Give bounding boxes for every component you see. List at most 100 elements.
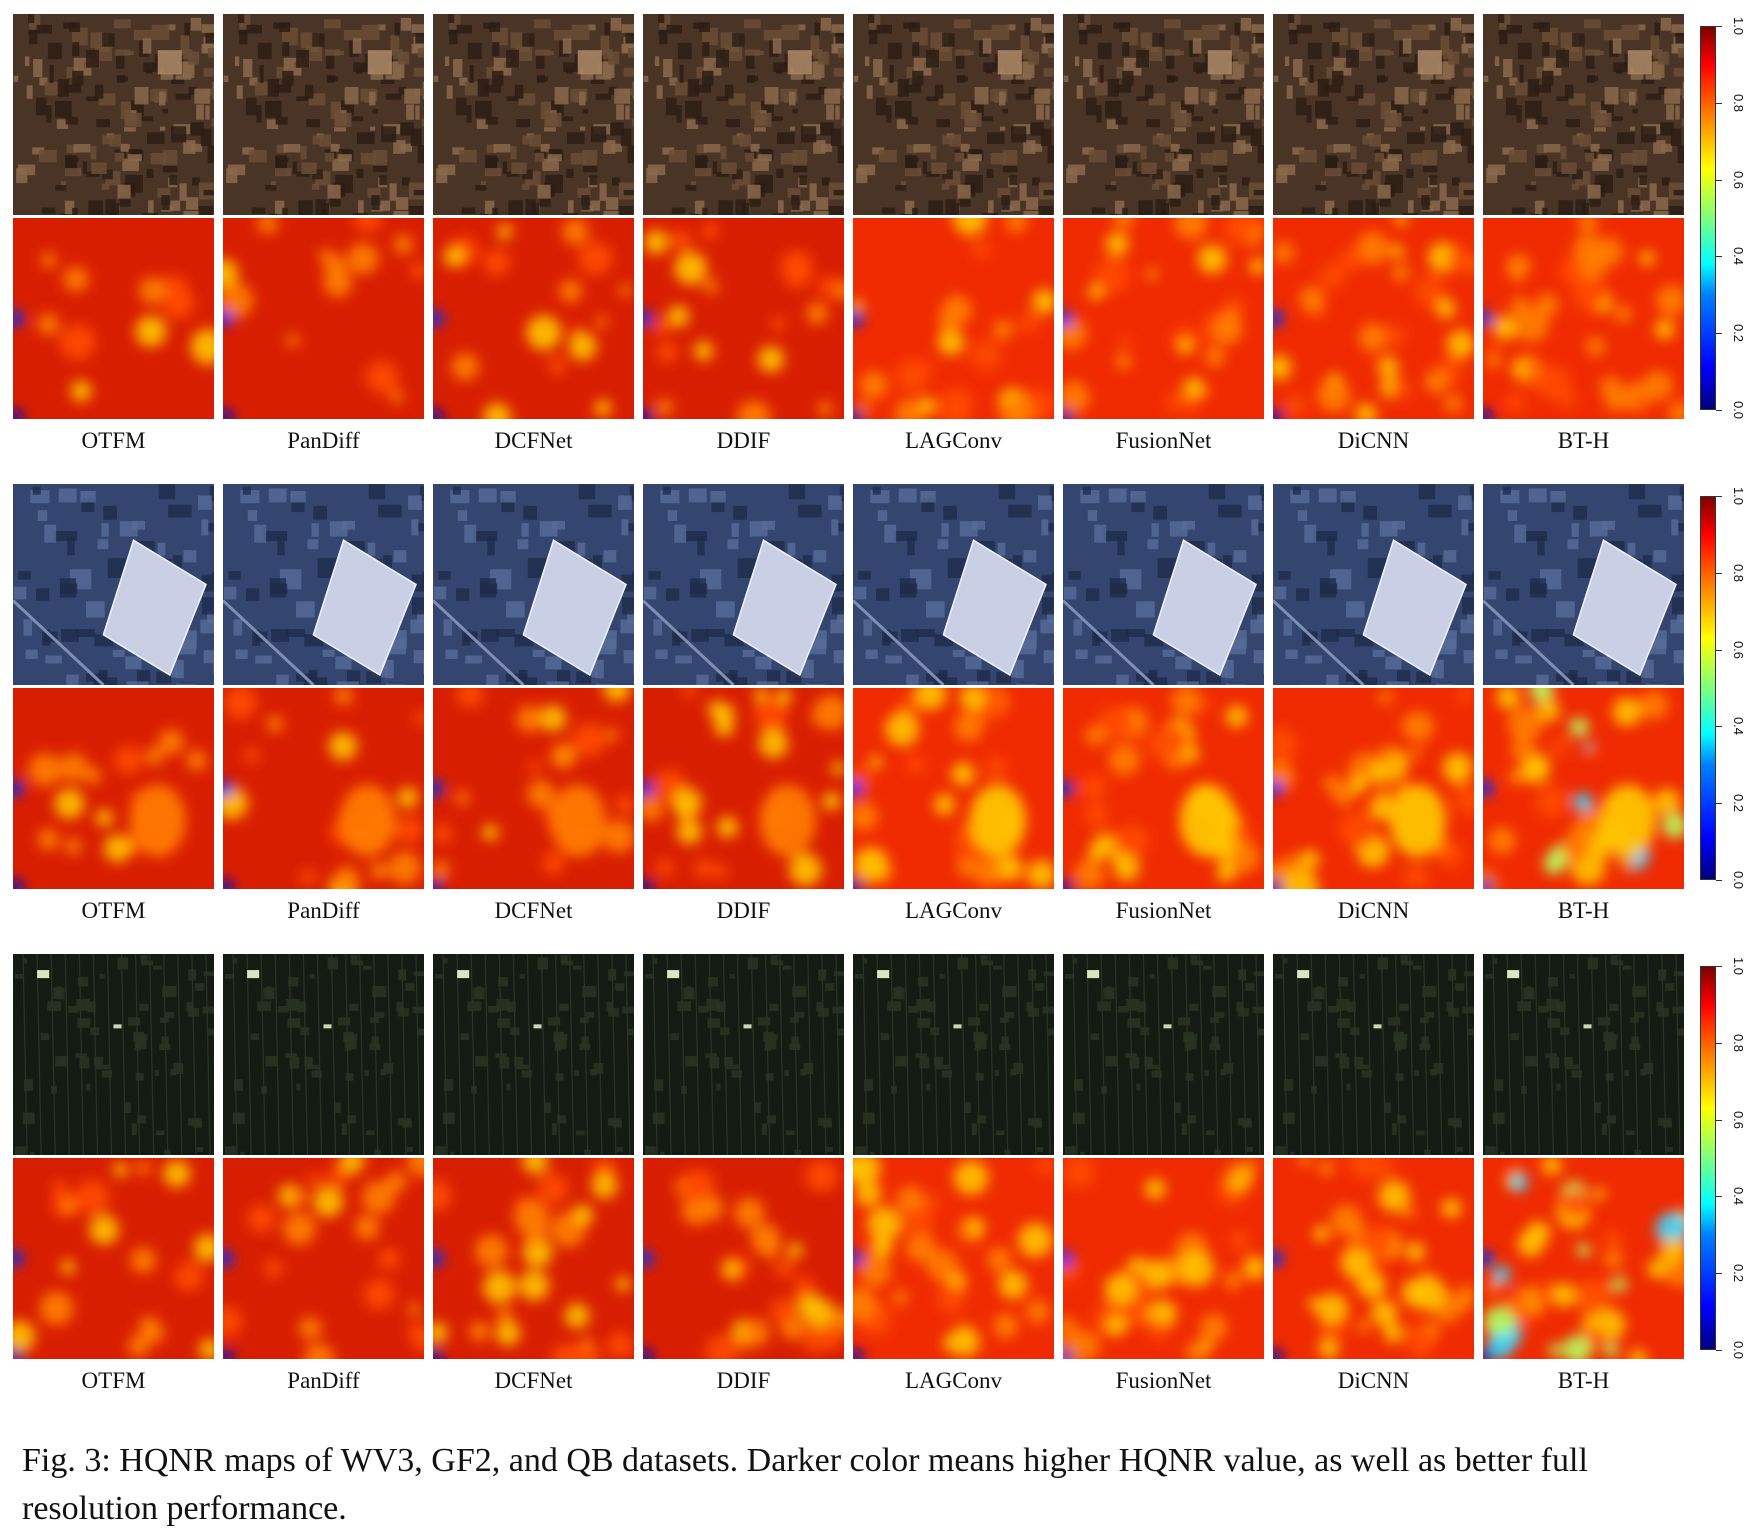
satellite-image bbox=[1063, 954, 1264, 1155]
colorbar-tick bbox=[1716, 256, 1722, 257]
method-label: FusionNet bbox=[1063, 428, 1264, 454]
colorbar-tick bbox=[1716, 1043, 1722, 1044]
satellite-image bbox=[433, 14, 634, 215]
hqnr-heatmap bbox=[853, 688, 1054, 889]
hqnr-heatmap bbox=[1063, 1158, 1264, 1359]
method-label: DCFNet bbox=[433, 428, 634, 454]
method-label: PanDiff bbox=[223, 898, 424, 924]
colorbar-tick bbox=[1716, 1273, 1722, 1274]
colorbar-tick bbox=[1716, 333, 1722, 334]
hqnr-heatmap bbox=[13, 688, 214, 889]
hqnr-heatmap bbox=[1483, 1158, 1684, 1359]
satellite-image bbox=[1063, 484, 1264, 685]
colorbar-tick-label: 0.4 bbox=[1730, 236, 1746, 276]
method-label: DDIF bbox=[643, 898, 844, 924]
hqnr-heatmap bbox=[1273, 218, 1474, 419]
colorbar-tick bbox=[1716, 966, 1722, 967]
hqnr-heatmap bbox=[13, 1158, 214, 1359]
colorbar-tick bbox=[1716, 410, 1722, 411]
colorbar-tick-label: 1.0 bbox=[1730, 476, 1746, 516]
method-label: BT-H bbox=[1483, 1368, 1684, 1394]
method-label: DiCNN bbox=[1273, 1368, 1474, 1394]
hqnr-heatmap bbox=[1483, 218, 1684, 419]
figure-caption: Fig. 3: HQNR maps of WV3, GF2, and QB da… bbox=[22, 1437, 1722, 1533]
satellite-image bbox=[223, 954, 424, 1155]
satellite-image bbox=[433, 484, 634, 685]
method-label: DiCNN bbox=[1273, 898, 1474, 924]
colorbar-tick-label: 0.6 bbox=[1730, 1100, 1746, 1140]
colorbar-tick-label: 0.2 bbox=[1730, 1253, 1746, 1293]
method-label: OTFM bbox=[13, 898, 214, 924]
hqnr-heatmap bbox=[1063, 688, 1264, 889]
figure-panel-3: OTFM PanDiff DCFNet DDIF LAGConv FusionNet DiC… bbox=[0, 954, 1749, 1414]
colorbar bbox=[1700, 26, 1716, 410]
method-label: LAGConv bbox=[853, 898, 1054, 924]
colorbar-tick bbox=[1716, 650, 1722, 651]
method-label: FusionNet bbox=[1063, 1368, 1264, 1394]
method-label: PanDiff bbox=[223, 1368, 424, 1394]
satellite-image bbox=[853, 484, 1054, 685]
figure-panel-2: OTFM PanDiff DCFNet DDIF LAGConv FusionNet DiC… bbox=[0, 484, 1749, 944]
hqnr-heatmap bbox=[223, 1158, 424, 1359]
method-label: DCFNet bbox=[433, 1368, 634, 1394]
satellite-image bbox=[1483, 954, 1684, 1155]
colorbar-tick-label: 0.8 bbox=[1730, 553, 1746, 593]
method-label: DDIF bbox=[643, 1368, 844, 1394]
method-label: PanDiff bbox=[223, 428, 424, 454]
colorbar-tick-label: 0.6 bbox=[1730, 630, 1746, 670]
satellite-image bbox=[643, 484, 844, 685]
hqnr-heatmap bbox=[223, 218, 424, 419]
method-label: OTFM bbox=[13, 1368, 214, 1394]
hqnr-heatmap bbox=[1483, 688, 1684, 889]
satellite-image bbox=[853, 954, 1054, 1155]
satellite-image bbox=[643, 954, 844, 1155]
colorbar-tick bbox=[1716, 573, 1722, 574]
colorbar-tick bbox=[1716, 726, 1722, 727]
hqnr-heatmap bbox=[1273, 1158, 1474, 1359]
satellite-image bbox=[223, 14, 424, 215]
colorbar-tick-label: 0.4 bbox=[1730, 706, 1746, 746]
satellite-image bbox=[1273, 484, 1474, 685]
satellite-image bbox=[1273, 14, 1474, 215]
colorbar-tick bbox=[1716, 803, 1722, 804]
satellite-image bbox=[223, 484, 424, 685]
satellite-image bbox=[13, 484, 214, 685]
colorbar-tick bbox=[1716, 1196, 1722, 1197]
method-label: DCFNet bbox=[433, 898, 634, 924]
hqnr-heatmap bbox=[1063, 218, 1264, 419]
method-label: OTFM bbox=[13, 428, 214, 454]
satellite-image bbox=[1483, 484, 1684, 685]
colorbar-tick-label: 0.0 bbox=[1730, 390, 1746, 430]
hqnr-heatmap bbox=[1273, 688, 1474, 889]
method-label: BT-H bbox=[1483, 428, 1684, 454]
satellite-image bbox=[1273, 954, 1474, 1155]
method-label: BT-H bbox=[1483, 898, 1684, 924]
colorbar-tick-label: 0.0 bbox=[1730, 1330, 1746, 1370]
colorbar-tick-label: 0.6 bbox=[1730, 160, 1746, 200]
method-label: FusionNet bbox=[1063, 898, 1264, 924]
colorbar bbox=[1700, 966, 1716, 1350]
colorbar-tick bbox=[1716, 26, 1722, 27]
colorbar-tick bbox=[1716, 180, 1722, 181]
colorbar-tick-label: 0.8 bbox=[1730, 1023, 1746, 1063]
colorbar-tick bbox=[1716, 496, 1722, 497]
hqnr-heatmap bbox=[223, 688, 424, 889]
hqnr-heatmap bbox=[13, 218, 214, 419]
hqnr-heatmap bbox=[433, 1158, 634, 1359]
satellite-image bbox=[433, 954, 634, 1155]
colorbar-tick bbox=[1716, 1350, 1722, 1351]
colorbar-tick-label: 1.0 bbox=[1730, 946, 1746, 986]
colorbar-tick-label: 0.2 bbox=[1730, 783, 1746, 823]
colorbar-tick-label: 0.8 bbox=[1730, 83, 1746, 123]
hqnr-heatmap bbox=[643, 218, 844, 419]
hqnr-heatmap bbox=[643, 688, 844, 889]
hqnr-heatmap bbox=[643, 1158, 844, 1359]
satellite-image bbox=[13, 14, 214, 215]
satellite-image bbox=[1063, 14, 1264, 215]
colorbar-tick bbox=[1716, 1120, 1722, 1121]
colorbar-tick bbox=[1716, 880, 1722, 881]
method-label: LAGConv bbox=[853, 1368, 1054, 1394]
satellite-image bbox=[643, 14, 844, 215]
colorbar-tick-label: 0.2 bbox=[1730, 313, 1746, 353]
